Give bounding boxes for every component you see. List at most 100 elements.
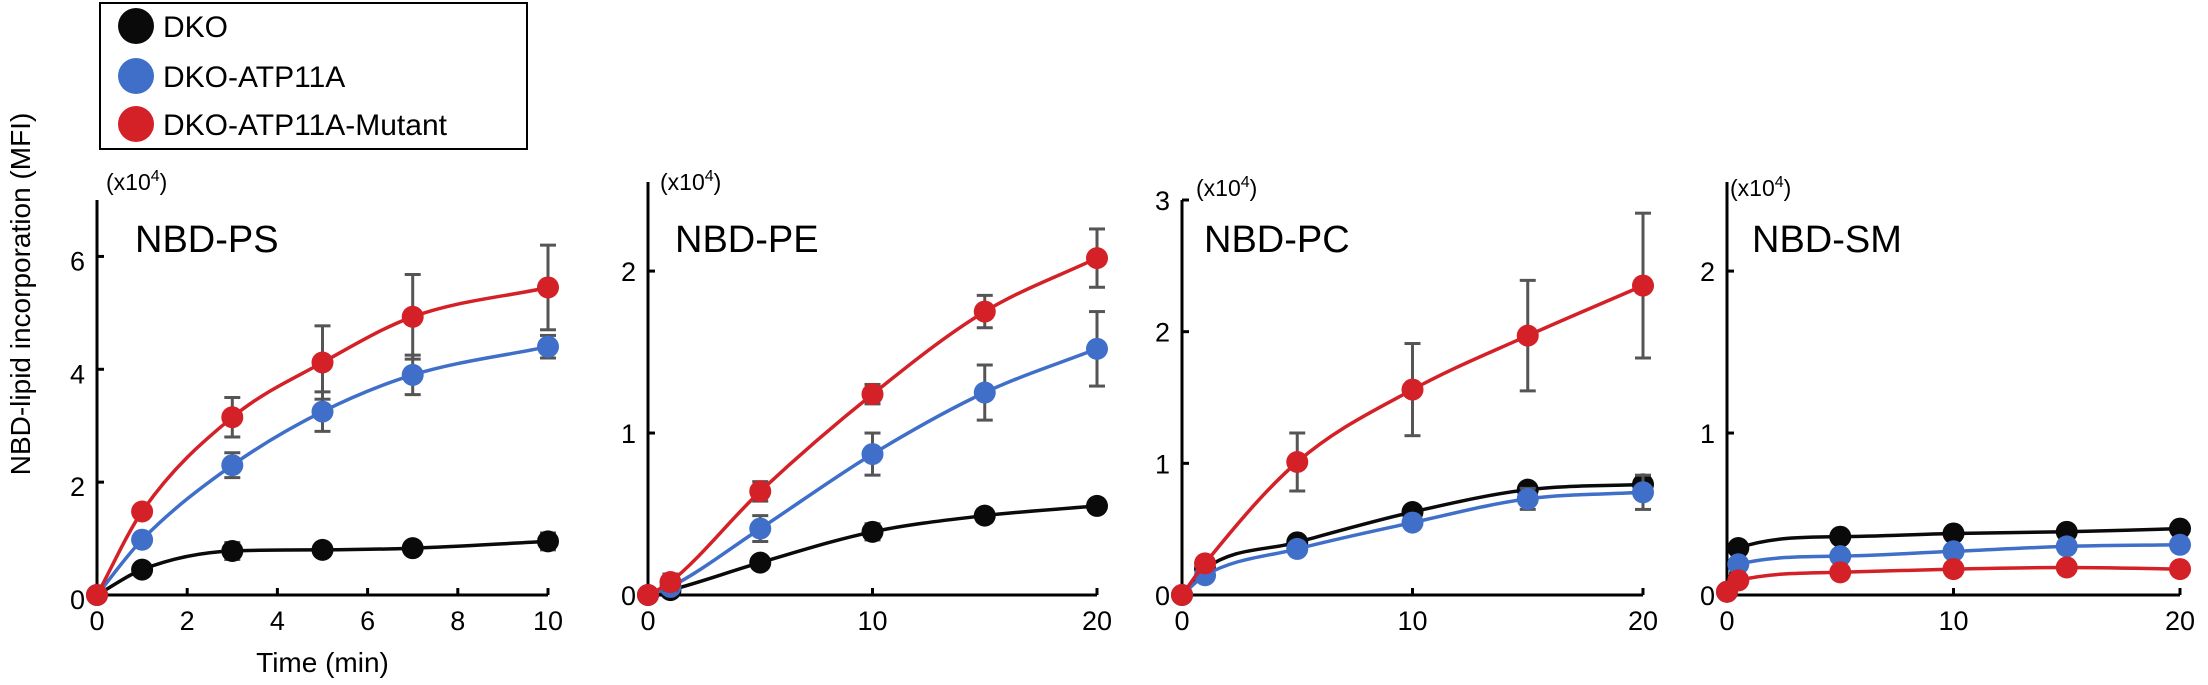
series-dko-atp11a — [1171, 473, 1654, 606]
series-line — [1180, 482, 1644, 597]
data-point — [1829, 545, 1852, 568]
y-tick-label: 0 — [1155, 581, 1170, 611]
data-point — [86, 584, 108, 606]
series-dko-atp11a-mutant — [1171, 211, 1654, 606]
data-point — [749, 480, 772, 503]
chart-panel-nbd-ps: 0 2 4 6 0 2 4 6 8 10 (x104) NBD-PS Time (min) — [70, 168, 563, 678]
data-point — [637, 584, 659, 606]
series-line — [1180, 283, 1644, 597]
data-point — [221, 539, 244, 562]
legend-label-dko-atp11a: DKO-ATP11A — [163, 61, 345, 94]
panel-title: NBD-SM — [1752, 219, 1902, 261]
y-axis-title: NBD-lipid incorporation (MFI) — [5, 113, 36, 476]
x-tick-label: 6 — [360, 606, 375, 636]
series-dko-atp11a-mutant — [1716, 556, 2191, 603]
data-point — [221, 454, 244, 477]
data-point — [2169, 533, 2191, 556]
y-tick-label: 0 — [1700, 581, 1715, 611]
data-point — [311, 400, 334, 423]
legend-marker-dko — [118, 8, 154, 44]
x-tick-label: 4 — [270, 606, 285, 636]
data-point — [861, 443, 884, 466]
data-point — [1286, 451, 1309, 474]
x-axis-title: Time (min) — [256, 647, 389, 678]
data-point — [311, 351, 334, 374]
data-point — [1171, 584, 1193, 606]
data-point — [131, 500, 154, 523]
y-tick-label: 2 — [70, 472, 85, 502]
x-tick-label: 10 — [533, 606, 563, 636]
y-unit-label: (x104) — [1196, 174, 1257, 201]
data-point — [1086, 247, 1108, 270]
data-point — [749, 517, 772, 540]
series-dko-atp11a — [1716, 533, 2191, 603]
data-point — [2169, 517, 2191, 540]
data-point — [537, 276, 559, 299]
data-point — [1829, 561, 1852, 584]
y-unit-label: (x104) — [106, 168, 167, 195]
chart-panel-nbd-pc: 0 1 2 3 0 10 20 (x104) NBD-PC — [1155, 174, 1658, 636]
y-tick-label: 4 — [70, 359, 85, 389]
data-point — [973, 381, 996, 404]
y-tick-label: 6 — [70, 246, 85, 276]
data-point — [1942, 522, 1965, 545]
x-tick-label: 0 — [1174, 606, 1189, 636]
y-tick-label: 2 — [1700, 257, 1715, 287]
data-point — [1286, 537, 1309, 560]
y-tick-label: 1 — [621, 419, 636, 449]
data-point — [1401, 511, 1424, 534]
y-tick-label: 3 — [1155, 186, 1170, 216]
x-tick-label: 20 — [2165, 606, 2195, 636]
data-point — [659, 571, 682, 594]
y-unit-label: (x104) — [1730, 174, 1791, 201]
y-tick-label: 2 — [1155, 318, 1170, 348]
y-unit-label: (x104) — [660, 168, 721, 195]
x-tick-label: 2 — [180, 606, 195, 636]
x-tick-label: 8 — [450, 606, 465, 636]
data-point — [1829, 525, 1852, 548]
panel-title: NBD-PE — [675, 219, 819, 261]
data-point — [537, 530, 559, 553]
x-tick-label: 10 — [1397, 606, 1427, 636]
y-tick-label: 1 — [1700, 419, 1715, 449]
x-tick-label: 0 — [640, 606, 655, 636]
x-tick-label: 0 — [1719, 606, 1734, 636]
data-point — [401, 537, 424, 560]
y-tick-label: 2 — [621, 257, 636, 287]
data-point — [131, 528, 154, 551]
data-point — [1632, 274, 1654, 297]
legend-marker-dko-atp11a — [118, 58, 154, 94]
y-tick-label: 0 — [621, 581, 636, 611]
data-point — [2169, 558, 2191, 581]
data-point — [1516, 487, 1539, 510]
y-tick-label: 1 — [1155, 449, 1170, 479]
series-line — [647, 504, 1098, 597]
panel-title: NBD-PS — [135, 219, 279, 261]
data-point — [973, 300, 996, 323]
x-tick-label: 10 — [857, 606, 887, 636]
series-dko-atp11a — [637, 310, 1108, 606]
x-tick-label: 10 — [1938, 606, 1968, 636]
x-tick-label: 20 — [1628, 606, 1658, 636]
data-point — [1727, 569, 1750, 592]
data-point — [1516, 324, 1539, 347]
data-point — [1942, 558, 1965, 581]
data-point — [861, 383, 884, 406]
legend: DKO DKO-ATP11A DKO-ATP11A-Mutant — [99, 2, 528, 150]
data-point — [537, 335, 559, 358]
data-point — [131, 558, 154, 581]
data-point — [1727, 553, 1750, 576]
legend-marker-dko-atp11a-mutant — [118, 106, 154, 142]
data-point — [2055, 535, 2078, 558]
data-point — [1086, 337, 1108, 360]
x-tick-label: 0 — [89, 606, 104, 636]
data-point — [2055, 556, 2078, 579]
x-tick-label: 20 — [1082, 606, 1112, 636]
data-point — [749, 551, 772, 574]
data-point — [1942, 540, 1965, 563]
series-dko-atp11a-mutant — [637, 227, 1108, 606]
legend-label-dko: DKO — [163, 11, 228, 44]
